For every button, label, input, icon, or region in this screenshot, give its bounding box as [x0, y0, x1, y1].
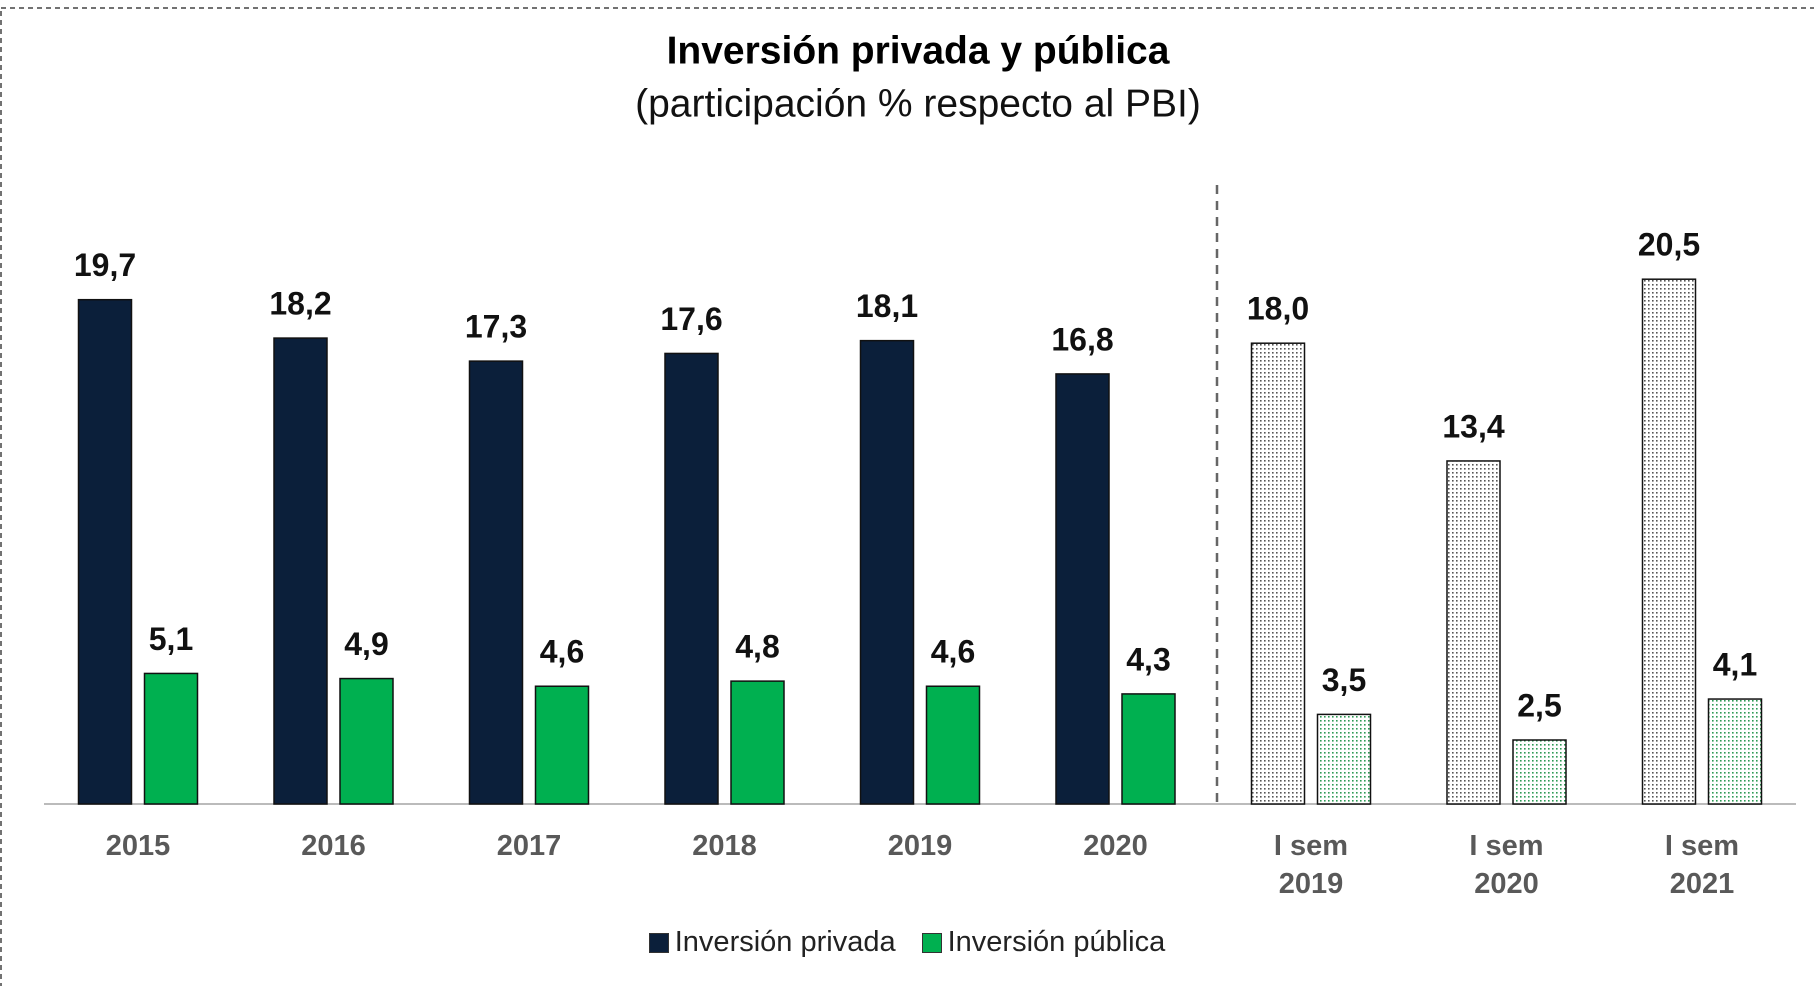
data-label: 5,1 [149, 621, 193, 657]
bar [1316, 713, 1372, 805]
chart-subtitle: (participación % respecto al PBI) [635, 82, 1201, 125]
legend-item: Inversión privada [648, 926, 896, 959]
bar [1641, 278, 1697, 805]
data-label: 2,5 [1517, 687, 1561, 723]
data-label: 4,1 [1713, 646, 1757, 682]
bar [77, 298, 133, 805]
data-label: 4,3 [1126, 641, 1170, 677]
bar [1707, 698, 1763, 805]
bar [1446, 460, 1501, 805]
data-label: 20,5 [1638, 227, 1700, 263]
frame [0, 7, 1814, 986]
bar [339, 677, 394, 805]
bar [273, 337, 328, 805]
data-label: 17,6 [660, 301, 722, 337]
data-label: 3,5 [1322, 662, 1366, 698]
data-label: 16,8 [1051, 321, 1113, 357]
x-tick-label: 2015 [105, 830, 171, 862]
legend: Inversión privada Inversión pública [0, 926, 1814, 959]
data-label: 18,2 [269, 286, 331, 322]
x-tick-label: 2020 [1083, 830, 1148, 862]
legend-swatch [648, 932, 669, 953]
bar [730, 680, 785, 805]
bar [1121, 693, 1176, 805]
x-tick-label: I sem 2021 [1664, 830, 1740, 900]
data-label: 13,4 [1442, 408, 1504, 444]
legend-label: Inversión pública [947, 926, 1166, 958]
x-tick-label: I sem 2019 [1273, 830, 1349, 900]
data-label: 4,6 [540, 634, 584, 670]
data-label: 4,8 [735, 629, 779, 665]
x-tick-label: 2017 [496, 830, 562, 862]
data-label: 4,6 [931, 634, 975, 670]
legend-label: Inversión privada [674, 926, 896, 958]
data-label: 18,1 [856, 288, 918, 324]
bar [1250, 342, 1306, 805]
bar [1055, 373, 1110, 805]
bar [664, 352, 719, 805]
legend-item: Inversión pública [921, 926, 1166, 959]
legend-swatch [921, 932, 942, 953]
bar [1512, 739, 1567, 805]
bar [143, 672, 199, 805]
bar [534, 685, 590, 805]
x-tick-label: I sem 2020 [1469, 830, 1544, 900]
x-tick-label: 2018 [692, 830, 757, 862]
data-label: 4,9 [344, 626, 388, 662]
x-tick-label: 2016 [301, 830, 366, 862]
x-tick-label: 2019 [887, 830, 953, 862]
bar [925, 685, 981, 805]
data-label: 19,7 [74, 247, 136, 283]
data-label: 18,0 [1247, 291, 1309, 327]
bar [859, 339, 915, 805]
bar [468, 360, 524, 805]
data-label: 17,3 [465, 309, 527, 345]
chart-title: Inversión privada y pública [667, 29, 1170, 72]
